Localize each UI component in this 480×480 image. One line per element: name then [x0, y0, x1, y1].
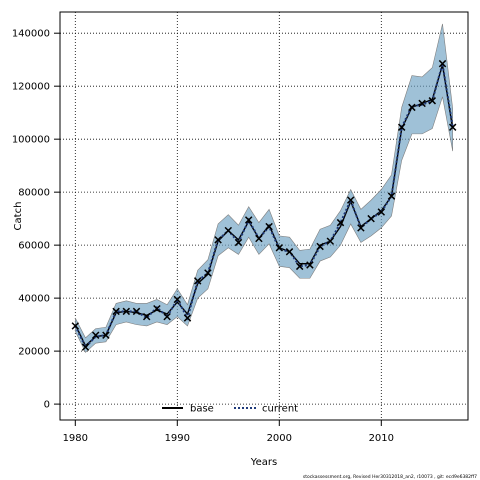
catch-marker-1994 [214, 236, 222, 244]
catch-markers [71, 59, 457, 351]
y-axis: 0 20000 40000 60000 80000 100000 120000 140000 [12, 29, 60, 411]
y-tick-label-140000: 140000 [12, 29, 50, 40]
catch-marker-1988 [153, 304, 161, 313]
x-axis: 1980 1990 2000 2010 [63, 420, 394, 444]
catch-marker-1990 [173, 295, 182, 304]
catch-marker-2005 [326, 237, 335, 245]
catch-marker-1993 [204, 269, 212, 277]
catch-marker-2010 [377, 208, 386, 216]
catch-marker-2000 [275, 244, 284, 252]
catch-marker-2015 [428, 97, 437, 105]
legend-current-label: current [262, 404, 298, 415]
catch-marker-2006 [336, 218, 345, 227]
catch-marker-2007 [346, 196, 355, 204]
catch-marker-1999 [265, 222, 273, 231]
catch-marker-1981 [81, 343, 90, 351]
x-tick-label-2010: 2010 [369, 433, 394, 444]
y-tick-label-80000: 80000 [18, 188, 50, 199]
y-axis-title: Catch [13, 202, 24, 231]
catch-marker-1983 [102, 331, 110, 339]
legend-base-label: base [190, 404, 214, 415]
catch-marker-2017 [448, 123, 457, 131]
catch-marker-1998 [255, 234, 263, 243]
catch-marker-1997 [244, 216, 253, 224]
y-tick-label-20000: 20000 [18, 347, 50, 358]
catch-marker-1985 [122, 307, 131, 316]
catch-marker-2011 [387, 192, 396, 200]
catch-marker-2003 [306, 261, 314, 269]
catch-marker-1995 [224, 226, 233, 235]
x-tick-label-1980: 1980 [63, 433, 88, 444]
catch-marker-2008 [357, 224, 365, 232]
catch-marker-2013 [408, 103, 416, 112]
catch-marker-1989 [163, 312, 171, 321]
catch-marker-2012 [397, 123, 406, 131]
y-tick-label-120000: 120000 [12, 82, 50, 93]
catch-marker-2001 [285, 248, 294, 256]
catch-marker-2004 [316, 242, 324, 251]
legend: base current [162, 404, 298, 415]
catch-marker-1982 [91, 331, 100, 339]
y-tick-label-60000: 60000 [18, 241, 50, 252]
catch-marker-1980 [71, 322, 80, 330]
footnote: stockassessment.org, Revised Her30312018… [303, 474, 477, 480]
y-tick-label-0: 0 [44, 400, 50, 411]
y-tick-label-100000: 100000 [12, 135, 50, 146]
y-tick-label-40000: 40000 [18, 294, 50, 305]
catch-marker-1986 [132, 307, 141, 316]
catch-marker-2016 [438, 59, 447, 68]
catch-marker-2002 [295, 262, 304, 271]
catch-marker-2014 [418, 99, 426, 108]
catch-marker-1991 [183, 314, 192, 322]
catch-marker-1996 [234, 238, 243, 247]
plot-frame [59, 11, 469, 421]
catch-marker-2009 [367, 214, 375, 223]
catch-marker-1984 [112, 307, 120, 316]
x-tick-label-2000: 2000 [267, 433, 292, 444]
catch-marker-1992 [193, 277, 202, 285]
x-axis-title: Years [250, 457, 277, 468]
x-tick-label-1990: 1990 [165, 433, 190, 444]
catch-marker-1987 [142, 312, 151, 321]
